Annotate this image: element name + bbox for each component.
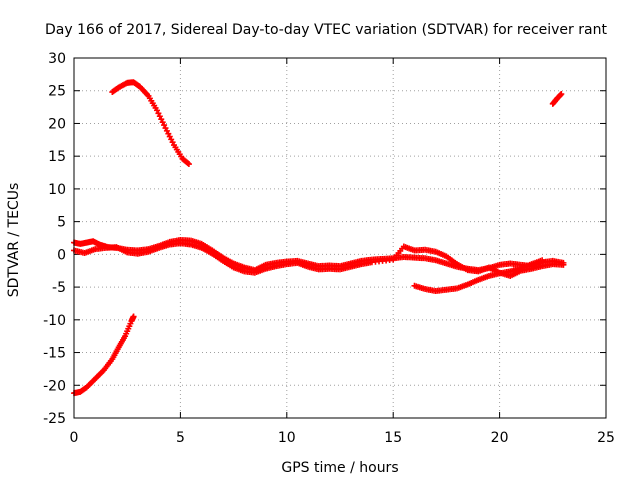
series-lower-rise (71, 313, 137, 397)
y-tick-label: 5 (57, 215, 66, 231)
series-late-short (549, 91, 565, 107)
y-tick-label: -15 (43, 346, 66, 362)
y-tick-label: 25 (48, 84, 66, 100)
y-tick-label: -10 (43, 313, 66, 329)
data-point (185, 161, 192, 168)
plot-frame (73, 57, 607, 419)
data-points (71, 79, 567, 397)
x-axis-label: GPS time / hours (281, 460, 398, 476)
x-tick-label: 0 (70, 430, 79, 446)
y-tick-label: 0 (57, 247, 66, 263)
x-tick-label: 5 (176, 430, 185, 446)
x-tick-label: 20 (491, 430, 509, 446)
y-tick-label: 20 (48, 116, 66, 132)
data-point (558, 91, 565, 97)
data-point (184, 160, 191, 167)
grid-lines (74, 58, 606, 418)
series-main-band-lower (71, 240, 567, 279)
y-tick-label: -20 (43, 378, 66, 394)
x-tick-label: 15 (384, 430, 402, 446)
axis-ticks: 0 5 10 15 20 25 -25 -20 -15 -10 -5 0 5 10 15 20 25 30 (43, 51, 615, 446)
data-point (539, 257, 546, 264)
y-tick-label: 30 (48, 51, 66, 67)
data-point (560, 261, 567, 268)
y-tick-label: 10 (48, 182, 66, 198)
data-point (130, 313, 137, 320)
chart-title: Day 166 of 2017, Sidereal Day-to-day VTE… (45, 22, 607, 38)
series-upper-arc (109, 79, 192, 168)
y-tick-label: -25 (43, 411, 66, 427)
y-tick-label: 15 (48, 149, 66, 165)
x-tick-label: 25 (597, 430, 615, 446)
y-axis-label: SDTVAR / TECUs (6, 183, 22, 298)
series-late-lower (411, 257, 546, 295)
y-tick-label: -5 (52, 280, 66, 296)
x-tick-label: 10 (278, 430, 296, 446)
